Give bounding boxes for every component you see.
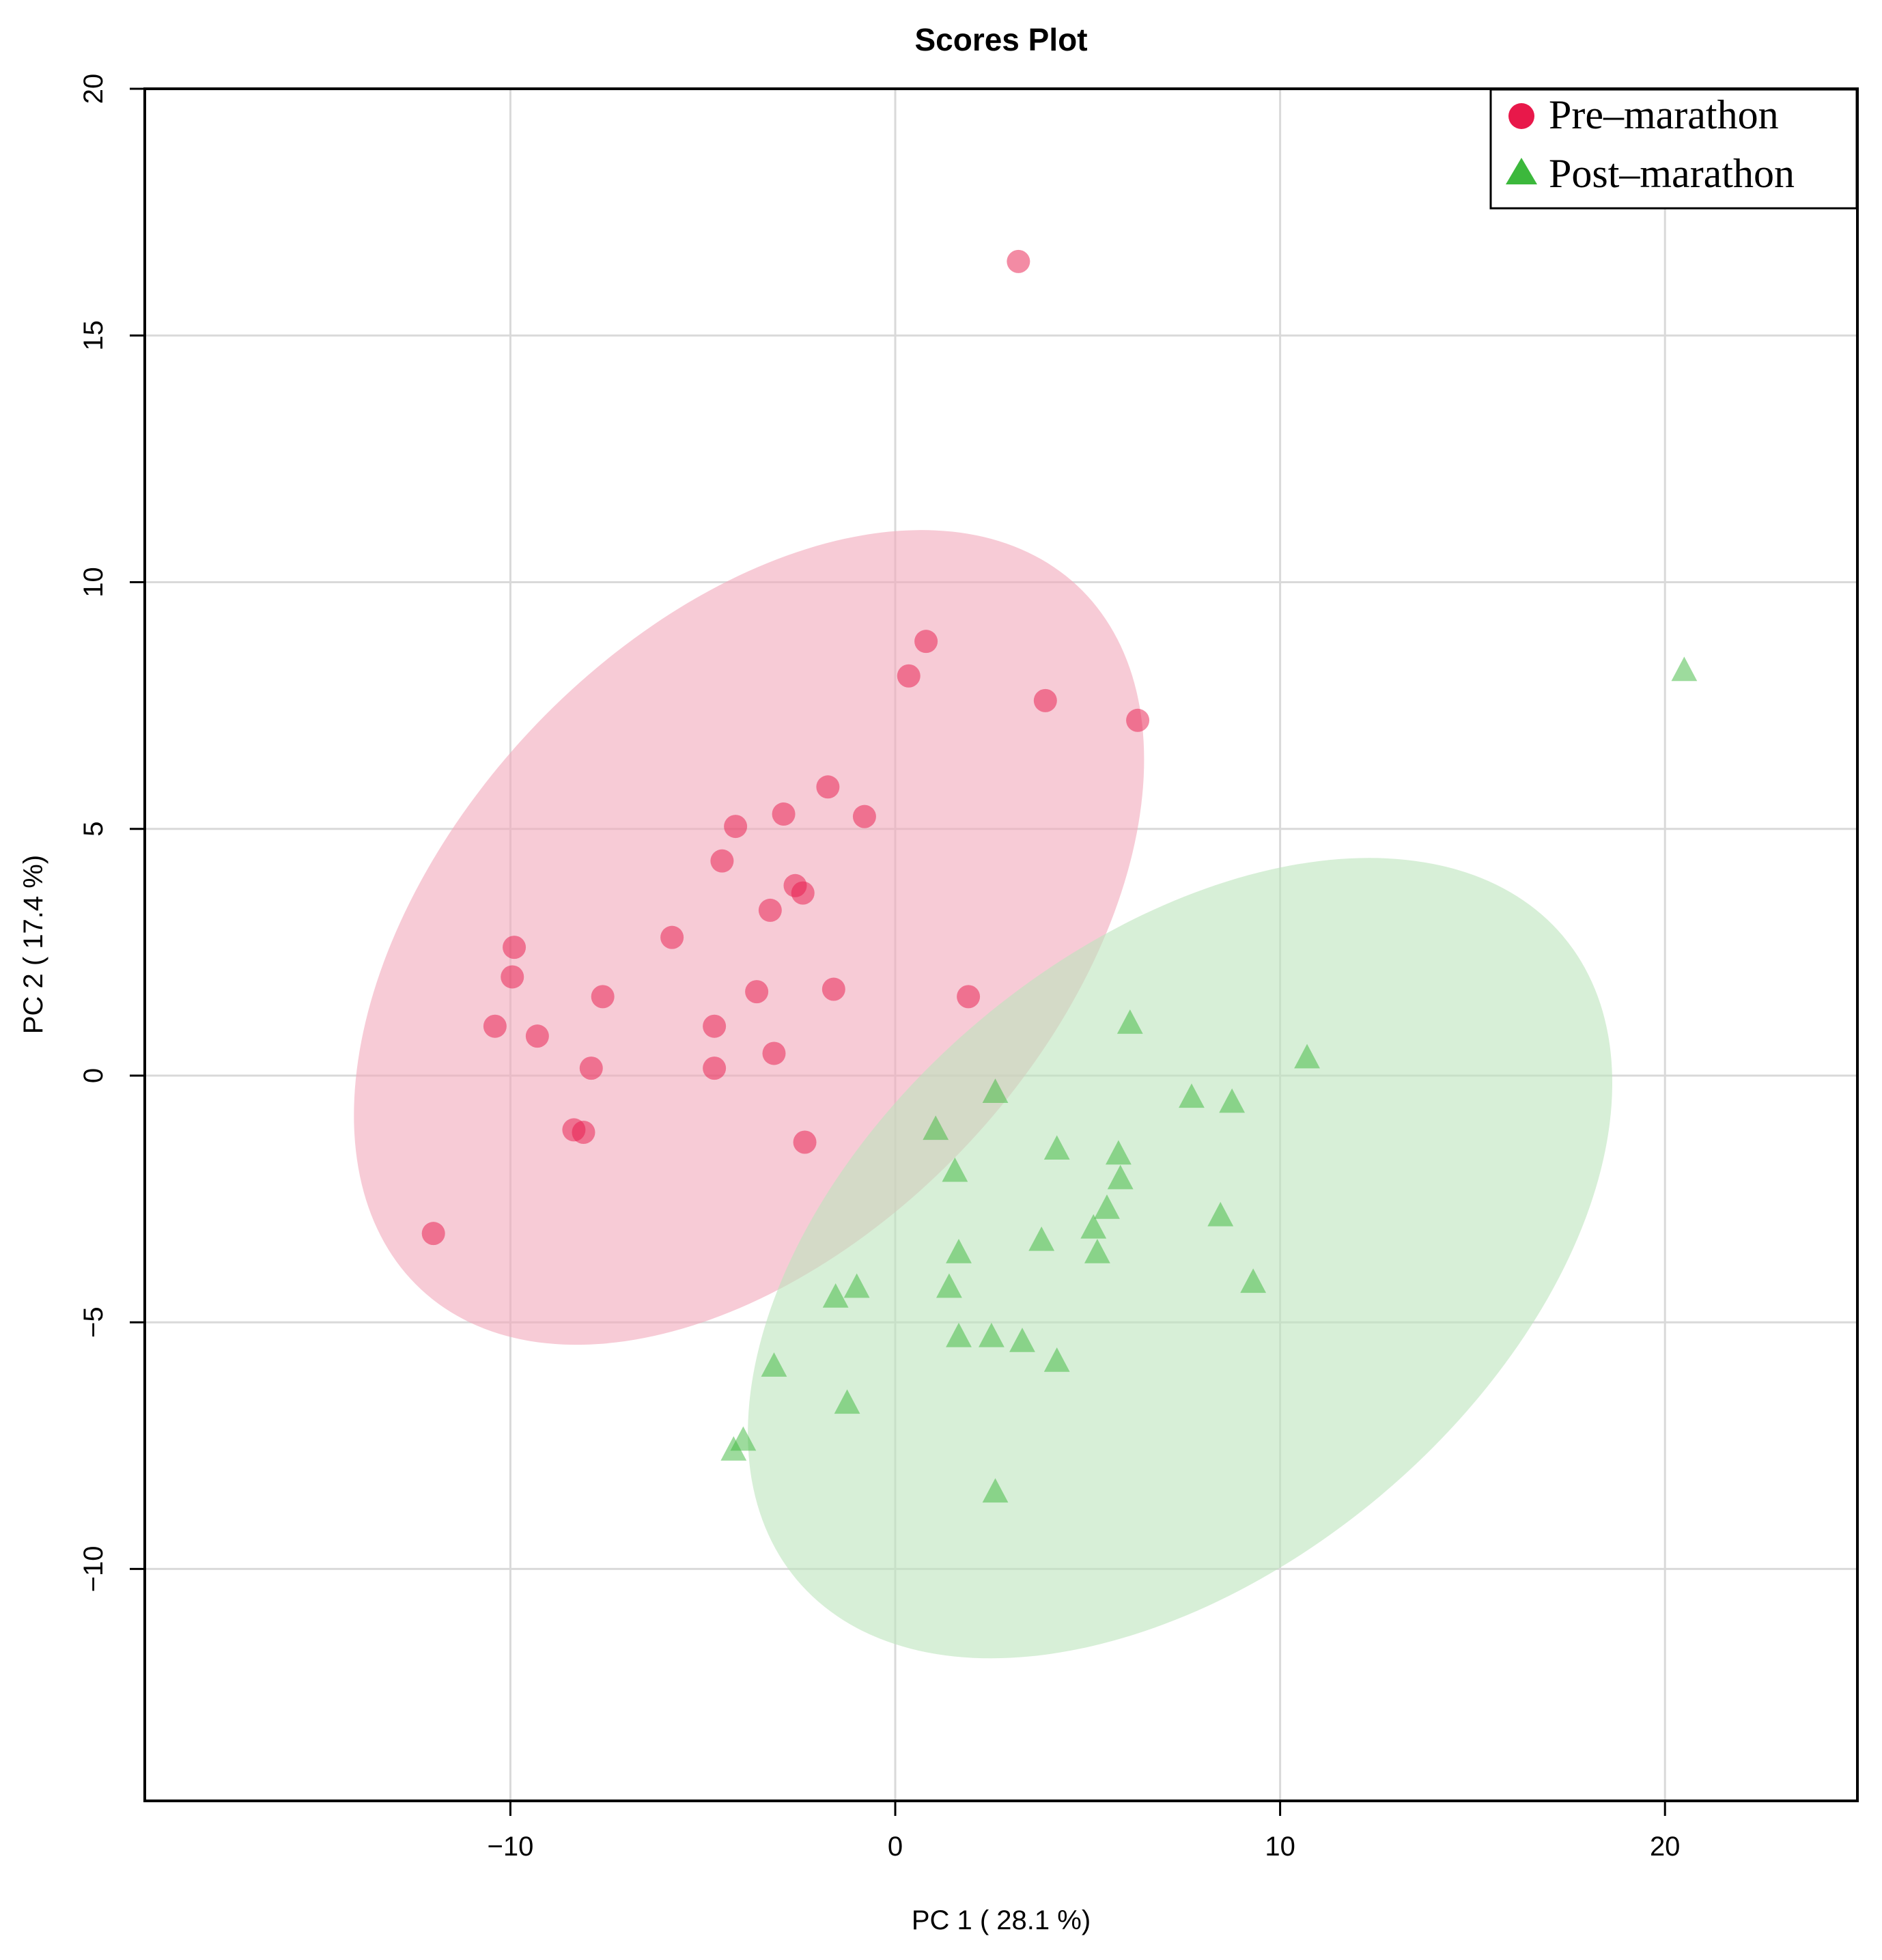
x-tick-label: 0: [888, 1832, 903, 1862]
point-post-marathon: [946, 1322, 972, 1347]
point-post-marathon: [1105, 1140, 1132, 1165]
point-pre-marathon: [1126, 708, 1150, 732]
point-post-marathon: [761, 1352, 787, 1377]
y-tick-label: 10: [79, 567, 109, 598]
point-pre-marathon: [501, 965, 524, 989]
y-tick-label: 15: [79, 320, 109, 351]
point-pre-marathon: [572, 1121, 595, 1145]
point-post-marathon: [942, 1157, 968, 1182]
plot-area-frame: [143, 87, 1859, 1802]
point-post-marathon: [982, 1478, 1009, 1503]
y-tick-label: −10: [79, 1546, 109, 1593]
point-post-marathon: [1094, 1194, 1120, 1219]
axis-layer: −10 0 10 20 −10 −5 0 5 10 15 20: [79, 74, 1680, 1862]
point-post-marathon: [1043, 1135, 1070, 1160]
point-post-marathon: [843, 1273, 870, 1298]
data-points: [421, 249, 1698, 1503]
point-pre-marathon: [1007, 249, 1030, 273]
point-pre-marathon: [483, 1014, 507, 1038]
point-pre-marathon: [703, 1014, 727, 1038]
point-pre-marathon: [793, 1130, 817, 1154]
ellipse-post-marathon: [748, 858, 1613, 1659]
point-post-marathon: [1179, 1083, 1205, 1108]
point-pre-marathon: [791, 881, 815, 905]
y-tick-label: 20: [79, 74, 109, 104]
point-post-marathon: [979, 1322, 1005, 1347]
point-pre-marathon: [772, 802, 796, 826]
point-post-marathon: [1671, 656, 1698, 682]
point-post-marathon: [720, 1436, 747, 1461]
point-post-marathon: [1219, 1088, 1246, 1113]
point-post-marathon: [982, 1078, 1009, 1103]
x-tick-label: −10: [487, 1832, 533, 1862]
point-pre-marathon: [710, 849, 734, 873]
point-pre-marathon: [579, 1056, 603, 1080]
point-pre-marathon: [758, 898, 782, 922]
point-post-marathon: [1240, 1268, 1267, 1293]
legend-marker-post-marathon: [1506, 158, 1537, 184]
y-tick-label: 0: [79, 1068, 109, 1083]
point-post-marathon: [923, 1115, 949, 1140]
legend-box: [1489, 88, 1858, 210]
y-tick-label: −5: [79, 1306, 109, 1338]
point-pre-marathon: [703, 1056, 727, 1080]
legend-label-post-marathon: Post–marathon: [1549, 151, 1795, 196]
y-tick-label: 5: [79, 822, 109, 837]
point-post-marathon: [1207, 1201, 1234, 1227]
point-pre-marathon: [421, 1222, 445, 1246]
point-pre-marathon: [660, 925, 684, 949]
point-post-marathon: [1107, 1164, 1134, 1190]
point-post-marathon: [834, 1389, 860, 1414]
legend: Pre–marathon Post–marathon: [1489, 88, 1858, 210]
x-tick-label: 10: [1265, 1832, 1295, 1862]
point-post-marathon: [936, 1273, 962, 1298]
point-pre-marathon: [525, 1024, 549, 1048]
point-pre-marathon: [816, 775, 840, 799]
point-pre-marathon: [914, 630, 938, 654]
point-pre-marathon: [724, 815, 748, 839]
point-post-marathon: [1028, 1226, 1055, 1251]
point-pre-marathon: [897, 664, 921, 688]
x-tick-label: 20: [1650, 1832, 1681, 1862]
point-pre-marathon: [762, 1041, 786, 1065]
point-post-marathon: [1043, 1347, 1070, 1372]
x-axis-label: PC 1 ( 28.1 %): [912, 1905, 1091, 1935]
point-pre-marathon: [745, 980, 769, 1004]
point-post-marathon: [1084, 1239, 1110, 1263]
chart-title: Scores Plot: [914, 22, 1087, 57]
point-post-marathon: [822, 1283, 849, 1308]
point-post-marathon: [1009, 1328, 1035, 1352]
point-pre-marathon: [591, 985, 615, 1009]
point-post-marathon: [1116, 1009, 1143, 1034]
point-pre-marathon: [503, 936, 526, 960]
point-post-marathon: [1080, 1214, 1107, 1239]
point-pre-marathon: [1033, 688, 1057, 712]
point-pre-marathon: [957, 985, 981, 1009]
legend-marker-pre-marathon: [1508, 103, 1534, 129]
legend-label-pre-marathon: Pre–marathon: [1549, 92, 1779, 137]
point-pre-marathon: [821, 977, 845, 1001]
confidence-ellipses: [354, 530, 1613, 1659]
y-axis-label: PC 2 ( 17.4 %): [18, 855, 48, 1034]
point-pre-marathon: [852, 804, 876, 828]
point-post-marathon: [946, 1239, 972, 1263]
point-post-marathon: [1294, 1044, 1320, 1069]
